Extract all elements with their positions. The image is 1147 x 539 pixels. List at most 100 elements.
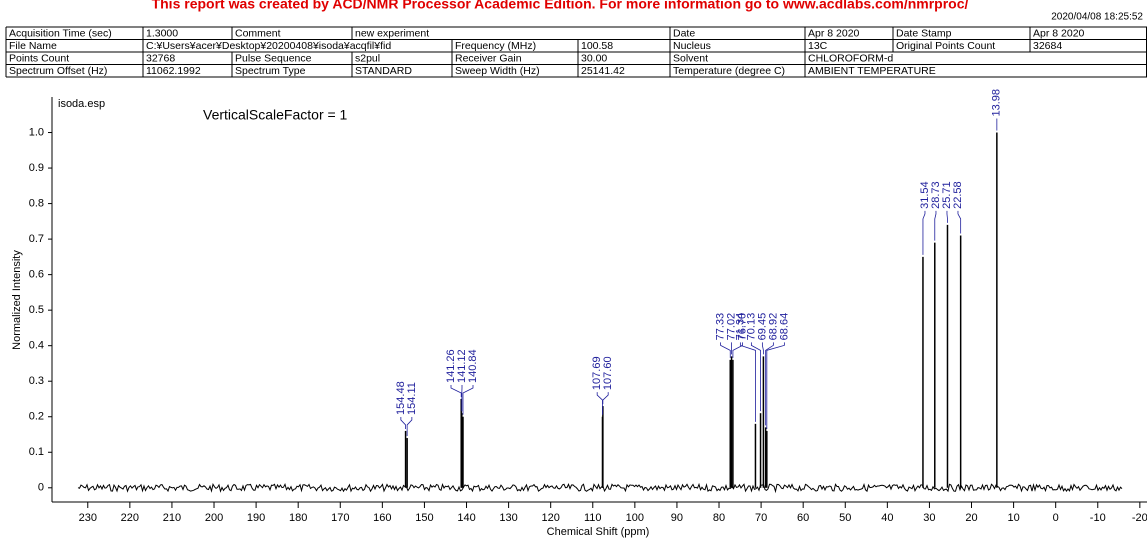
- scale-annotation: VerticalScaleFactor = 1: [203, 107, 348, 123]
- x-tick-label: 230: [79, 512, 97, 524]
- peak-label: 70.13: [745, 313, 757, 341]
- file-annotation: isoda.esp: [58, 98, 105, 110]
- table-cell: Points Count: [9, 53, 69, 65]
- timestamp: 2020/04/08 18:25:52: [1051, 12, 1143, 23]
- table-cell: Temperature (degree C): [673, 65, 785, 77]
- y-axis-label: Normalized Intensity: [11, 250, 23, 350]
- peak-label: 25.71: [941, 181, 953, 209]
- x-tick-label: 10: [1007, 512, 1019, 524]
- y-tick-label: 0.9: [29, 162, 44, 174]
- label-leader: [946, 210, 948, 223]
- table-cell: s2pul: [355, 53, 380, 65]
- label-leader: [720, 342, 731, 358]
- y-tick-label: 0.1: [29, 446, 44, 458]
- table-cell: Nucleus: [673, 40, 711, 52]
- x-tick-label: 30: [923, 512, 935, 524]
- y-tick-label: 0.6: [29, 269, 44, 281]
- x-tick-label: 210: [163, 512, 181, 524]
- table-cell: Receiver Gain: [455, 53, 522, 65]
- table-cell: Comment: [235, 28, 281, 40]
- peak-label: 77.02: [725, 313, 737, 341]
- peak-label: 140.84: [467, 349, 479, 383]
- peak-label: 77.33: [714, 313, 726, 341]
- label-leader: [766, 342, 785, 429]
- table-cell: Date Stamp: [896, 28, 952, 40]
- peak-label: 13.98: [991, 89, 1003, 117]
- x-axis-label: Chemical Shift (ppm): [547, 526, 650, 538]
- y-tick-label: 0.5: [29, 304, 44, 316]
- peak-label: 22.58: [952, 181, 964, 209]
- peak-label: 68.92: [767, 313, 779, 341]
- y-tick-label: 0.4: [29, 340, 44, 352]
- peak-label: 76.70: [736, 313, 748, 341]
- table-cell: Apr 8 2020: [808, 28, 860, 40]
- table-cell: CHLOROFORM-d: [808, 53, 893, 65]
- table-cell: 13C: [808, 40, 828, 52]
- x-tick-label: 170: [331, 512, 349, 524]
- table-cell: 32768: [146, 53, 175, 65]
- x-tick-label: 50: [839, 512, 851, 524]
- table-cell: Solvent: [673, 53, 708, 65]
- x-tick-label: 130: [499, 512, 517, 524]
- table-cell: File Name: [9, 40, 57, 52]
- label-leader: [732, 342, 743, 358]
- x-tick-label: 70: [755, 512, 767, 524]
- x-tick-label: 190: [247, 512, 265, 524]
- table-cell: 1.3000: [146, 28, 178, 40]
- table-cell: 30.00: [581, 53, 607, 65]
- x-tick-label: 40: [881, 512, 893, 524]
- baseline-noise: [77, 482, 1123, 494]
- table-cell: 25141.42: [581, 65, 625, 77]
- y-tick-label: 0: [38, 482, 44, 494]
- peak-label: 69.45: [756, 313, 768, 341]
- x-tick-label: 100: [626, 512, 644, 524]
- label-leader: [406, 416, 413, 437]
- label-leader: [462, 384, 474, 415]
- table-cell: Pulse Sequence: [235, 53, 312, 65]
- y-tick-label: 0.8: [29, 197, 44, 209]
- table-cell: Sweep Width (Hz): [455, 65, 540, 77]
- x-tick-label: 20: [965, 512, 977, 524]
- label-leader: [400, 416, 406, 429]
- x-tick-label: 180: [289, 512, 307, 524]
- peak-label: 154.11: [406, 382, 418, 415]
- x-tick-label: 0: [1053, 512, 1059, 524]
- table-cell: Date: [673, 28, 695, 40]
- table-cell: Apr 8 2020: [1033, 28, 1085, 40]
- table-cell: Original Points Count: [896, 40, 995, 52]
- y-tick-label: 0.2: [29, 411, 44, 423]
- label-leader: [602, 392, 609, 405]
- x-tick-label: 90: [671, 512, 683, 524]
- peak-label: 71.34: [734, 313, 746, 341]
- table-cell: STANDARD: [355, 65, 412, 77]
- label-leader: [739, 342, 756, 422]
- peak-label: 107.60: [602, 356, 614, 390]
- y-tick-label: 0.7: [29, 233, 44, 245]
- x-tick-label: 140: [457, 512, 475, 524]
- x-tick-label: 200: [205, 512, 223, 524]
- table-cell: 11062.1992: [146, 65, 201, 77]
- peak-label: 154.48: [395, 381, 407, 415]
- label-leader: [957, 210, 962, 234]
- peak-label: 68.64: [778, 313, 790, 341]
- x-tick-label: 60: [797, 512, 809, 524]
- parameter-table: Acquisition Time (sec) 1.3000 Comment new e…: [5, 26, 1147, 78]
- table-cell: Spectrum Type: [235, 65, 306, 77]
- peak-label: 28.73: [930, 181, 942, 209]
- x-tick-label: 220: [121, 512, 139, 524]
- x-tick-label: 110: [584, 512, 602, 524]
- x-tick-label: -10: [1090, 512, 1106, 524]
- peak-label: 141.12: [456, 349, 468, 383]
- label-leader: [765, 342, 774, 426]
- table-cell: new experiment: [355, 28, 429, 40]
- banner: This report was created by ACD/NMR Proce…: [152, 0, 969, 12]
- table-cell: Frequency (MHz): [455, 40, 536, 52]
- label-leader: [922, 210, 926, 255]
- table-cell: 32684: [1033, 40, 1062, 52]
- label-leader: [450, 384, 462, 397]
- x-tick-label: 160: [373, 512, 391, 524]
- table-cell: AMBIENT TEMPERATURE: [808, 65, 936, 77]
- table-cell: Acquisition Time (sec): [9, 28, 112, 40]
- label-leader: [750, 342, 761, 412]
